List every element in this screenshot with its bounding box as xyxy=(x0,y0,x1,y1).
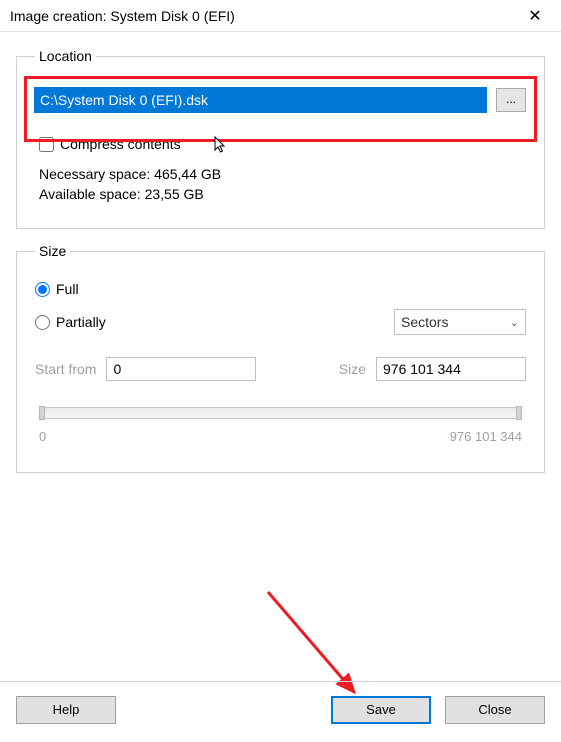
necessary-space: Necessary space: 465,44 GB xyxy=(39,166,526,182)
start-from-label: Start from xyxy=(35,361,96,377)
location-group: Location ... Compress contents Necessary… xyxy=(16,48,545,229)
unit-selected-label: Sectors xyxy=(401,314,448,330)
close-icon[interactable]: ✕ xyxy=(515,6,555,26)
size-label: Size xyxy=(339,361,366,377)
compress-checkbox[interactable] xyxy=(39,137,54,152)
save-button[interactable]: Save xyxy=(331,696,431,724)
start-from-input[interactable] xyxy=(106,357,256,381)
title-bar: Image creation: System Disk 0 (EFI) ✕ xyxy=(0,0,561,32)
range-slider[interactable]: 0 976 101 344 xyxy=(39,407,522,444)
window-title: Image creation: System Disk 0 (EFI) xyxy=(10,8,515,24)
full-radio-label: Full xyxy=(56,281,79,297)
browse-button[interactable]: ... xyxy=(496,88,526,112)
partial-radio[interactable] xyxy=(35,315,50,330)
location-legend: Location xyxy=(35,48,96,64)
help-button[interactable]: Help xyxy=(16,696,116,724)
partial-radio-label: Partially xyxy=(56,314,106,330)
close-button[interactable]: Close xyxy=(445,696,545,724)
available-space: Available space: 23,55 GB xyxy=(39,186,526,202)
unit-select[interactable]: Sectors ⌄ xyxy=(394,309,526,335)
full-radio[interactable] xyxy=(35,282,50,297)
compress-label: Compress contents xyxy=(60,136,181,152)
chevron-down-icon: ⌄ xyxy=(510,316,519,329)
location-path-input[interactable] xyxy=(35,88,486,112)
size-input[interactable] xyxy=(376,357,526,381)
slider-min-label: 0 xyxy=(39,429,46,444)
size-group: Size Full Partially Sectors ⌄ Start from… xyxy=(16,243,545,473)
dialog-footer: Help Save Close xyxy=(0,681,561,742)
slider-max-label: 976 101 344 xyxy=(450,429,522,444)
dialog-content: Location ... Compress contents Necessary… xyxy=(0,32,561,473)
size-legend: Size xyxy=(35,243,70,259)
